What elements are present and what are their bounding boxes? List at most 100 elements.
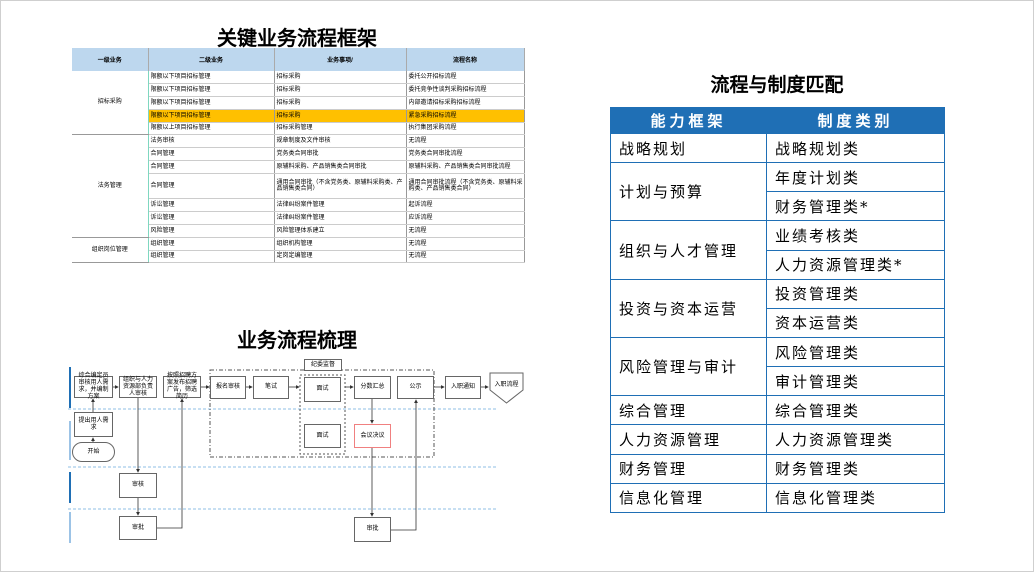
framework-cell: 人力资源管理 bbox=[610, 424, 767, 455]
key-process-table: 一级业务 二级业务 业务事项/ 流程名称 招标采购 限额以下项目招标管理 招标采购委… bbox=[72, 48, 525, 264]
table-cell: 紧急采购招标流程 bbox=[406, 109, 525, 123]
table-row: 组织岗位管理 组织管理 组织机构管理 无流程 bbox=[72, 237, 525, 264]
table-cell: 招标采购 bbox=[274, 109, 407, 123]
key-process-title: 关键业务流程框架 bbox=[217, 28, 377, 50]
flow-node: 入职流程 bbox=[494, 381, 519, 388]
table-cell: 委托竞争性谈判采购招标流程 bbox=[406, 83, 525, 98]
table-cell: 合同管理 bbox=[147, 160, 275, 174]
category-cell: 信息化管理类 bbox=[766, 482, 945, 513]
table-cell: 定岗定编管理 bbox=[274, 250, 407, 264]
table-row: 审计管理类 bbox=[611, 366, 945, 397]
table-cell: 诉讼管理 bbox=[147, 211, 275, 226]
category-cell: 综合管理类 bbox=[766, 395, 945, 426]
flow-node: 组织与人力资源部负责人审核 bbox=[119, 376, 157, 398]
table-row: 限额以下项目招标管理 招标采购 紧急采购招标流程 bbox=[72, 109, 525, 123]
process-policy-table: 能力框架 制度类别 战略规划 战略规划类 计划与预算 年度计划类 财务管理类* 组织与人才… bbox=[610, 107, 945, 513]
framework-cell: 综合管理 bbox=[610, 395, 767, 426]
table-cell: 风险管理体系建立 bbox=[274, 224, 407, 238]
table-cell: 招标采购 bbox=[274, 71, 407, 85]
category-cell: 人力资源管理类 bbox=[766, 424, 945, 455]
table-row: 信息化管理 信息化管理类 bbox=[610, 482, 945, 513]
flow-node: 面试 bbox=[304, 424, 341, 448]
flow-node: 笔试 bbox=[253, 376, 289, 399]
framework-cell: 信息化管理 bbox=[610, 482, 767, 513]
table-row: 组织管理 定岗定编管理 无流程 bbox=[72, 250, 525, 264]
lane-marker bbox=[69, 421, 71, 460]
lane-marker bbox=[69, 472, 71, 503]
table-row: 诉讼管理 法律纠纷案件管理 应诉流程 bbox=[72, 211, 525, 226]
table-cell: 限额以下项目招标管理 bbox=[147, 83, 275, 98]
table-row: 合同管理 通用合同审批（不含党务类、原辅料采购类、产品销售类合同） 通用合同审批流程… bbox=[72, 173, 525, 200]
framework-cell: 风险管理与审计 bbox=[610, 336, 767, 397]
category-cell: 风险管理类 bbox=[766, 336, 945, 368]
start-node: 开始 bbox=[72, 442, 115, 462]
category-cell: 战略规划类 bbox=[766, 132, 945, 164]
table-row: 法务管理 法务审核 规章制度及文件审核 无流程 bbox=[72, 134, 525, 238]
flow-node: 按照招聘方案发布招聘广告，筛选简历 bbox=[163, 373, 201, 400]
flow-node: 入职通知 bbox=[445, 376, 481, 399]
lane-marker bbox=[69, 512, 71, 543]
col-header: 流程名称 bbox=[406, 48, 525, 71]
category-cell: 财务管理类* bbox=[766, 191, 945, 222]
supervision-label: 纪委监督 bbox=[304, 359, 342, 371]
table-cell: 委托公开招标流程 bbox=[406, 71, 525, 85]
table-row: 组织与人才管理 业绩考核类 bbox=[610, 220, 945, 280]
col-header: 能力框架 bbox=[610, 107, 767, 134]
category-cell: 财务管理类 bbox=[766, 453, 945, 484]
table-cell: 组织管理 bbox=[147, 250, 275, 264]
table-row: 综合管理 综合管理类 bbox=[610, 395, 945, 426]
flow-node: 审核 bbox=[119, 473, 157, 498]
framework-cell: 战略规划 bbox=[610, 132, 767, 164]
category-cell: 审计管理类 bbox=[766, 366, 945, 397]
table-cell: 招标采购 bbox=[274, 96, 407, 110]
interview-group bbox=[299, 374, 346, 455]
framework-cell: 计划与预算 bbox=[610, 162, 767, 222]
table-row: 投资与资本运营 投资管理类 bbox=[610, 278, 945, 338]
table-row: 风险管理与审计 风险管理类 bbox=[610, 336, 945, 397]
table-cell: 通用合同审批流程（不含党务类、原辅料采购类、产品销售类合同） bbox=[406, 173, 525, 200]
table-cell: 招标采购 bbox=[274, 83, 407, 98]
process-policy-title: 流程与制度匹配 bbox=[710, 75, 844, 96]
table-cell: 风险管理 bbox=[147, 224, 275, 238]
process-review-title: 业务流程梳理 bbox=[237, 330, 357, 352]
table-row: 限额以下项目招标管理 招标采购 委托竞争性谈判采购招标流程 bbox=[72, 83, 525, 98]
table-cell: 无流程 bbox=[406, 224, 525, 238]
flow-node: 综合编定员审核用人需求，并编制方案 bbox=[74, 373, 113, 400]
table-cell: 内部邀请招标采购招标流程 bbox=[406, 96, 525, 110]
table-cell: 限额以下项目招标管理 bbox=[147, 71, 275, 85]
col-header: 一级业务 bbox=[72, 48, 149, 71]
flow-node: 会议决议 bbox=[354, 424, 391, 448]
flow-node: 审批 bbox=[119, 516, 157, 540]
category-cell: 投资管理类 bbox=[766, 278, 945, 309]
table-cell: 党务类合同审批流程 bbox=[406, 147, 525, 162]
onboard-pentagon-shape bbox=[489, 372, 524, 404]
table-cell: 合同管理 bbox=[147, 173, 275, 200]
flow-node: 面试 bbox=[304, 377, 341, 402]
framework-cell: 组织与人才管理 bbox=[610, 220, 767, 280]
table-cell: 合同管理 bbox=[147, 147, 275, 162]
framework-cell: 投资与资本运营 bbox=[610, 278, 767, 338]
table-cell: 无流程 bbox=[406, 250, 525, 264]
category-cell: 业绩考核类 bbox=[766, 220, 945, 251]
table-row: 招标采购 限额以下项目招标管理 招标采购 委托公开招标流程 bbox=[72, 71, 525, 136]
table-row: 计划与预算 年度计划类 bbox=[610, 162, 945, 222]
table-row: 合同管理 党务类合同审批 党务类合同审批流程 bbox=[72, 147, 525, 162]
table-row: 诉讼管理 法律纠纷案件管理 起诉流程 bbox=[72, 198, 525, 213]
flow-node: 分数汇总 bbox=[354, 376, 391, 399]
table-cell: 原辅料采购、产品销售类合同审批 bbox=[274, 160, 407, 174]
flow-node: 提出用人需求 bbox=[74, 412, 113, 437]
table-cell: 通用合同审批（不含党务类、原辅料采购类、产品销售类合同） bbox=[274, 173, 407, 200]
table-cell: 执行集团采购流程 bbox=[406, 122, 525, 136]
table-row: 合同管理 原辅料采购、产品销售类合同审批 原辅料采购、产品销售类合同审批流程 bbox=[72, 160, 525, 174]
table-cell: 限额以下项目招标管理 bbox=[147, 109, 275, 123]
flow-node: 报名审核 bbox=[210, 376, 246, 399]
table-cell: 起诉流程 bbox=[406, 198, 525, 213]
table-row: 限额以下项目招标管理 招标采购 内部邀请招标采购招标流程 bbox=[72, 96, 525, 110]
level1-cell: 组织岗位管理 bbox=[72, 237, 149, 264]
col-header: 业务事项/ bbox=[274, 48, 407, 71]
flow-node: 公示 bbox=[397, 376, 434, 399]
table-cell: 组织管理 bbox=[147, 237, 275, 251]
col-header: 制度类别 bbox=[766, 107, 945, 134]
table-cell: 法务审核 bbox=[147, 134, 275, 149]
